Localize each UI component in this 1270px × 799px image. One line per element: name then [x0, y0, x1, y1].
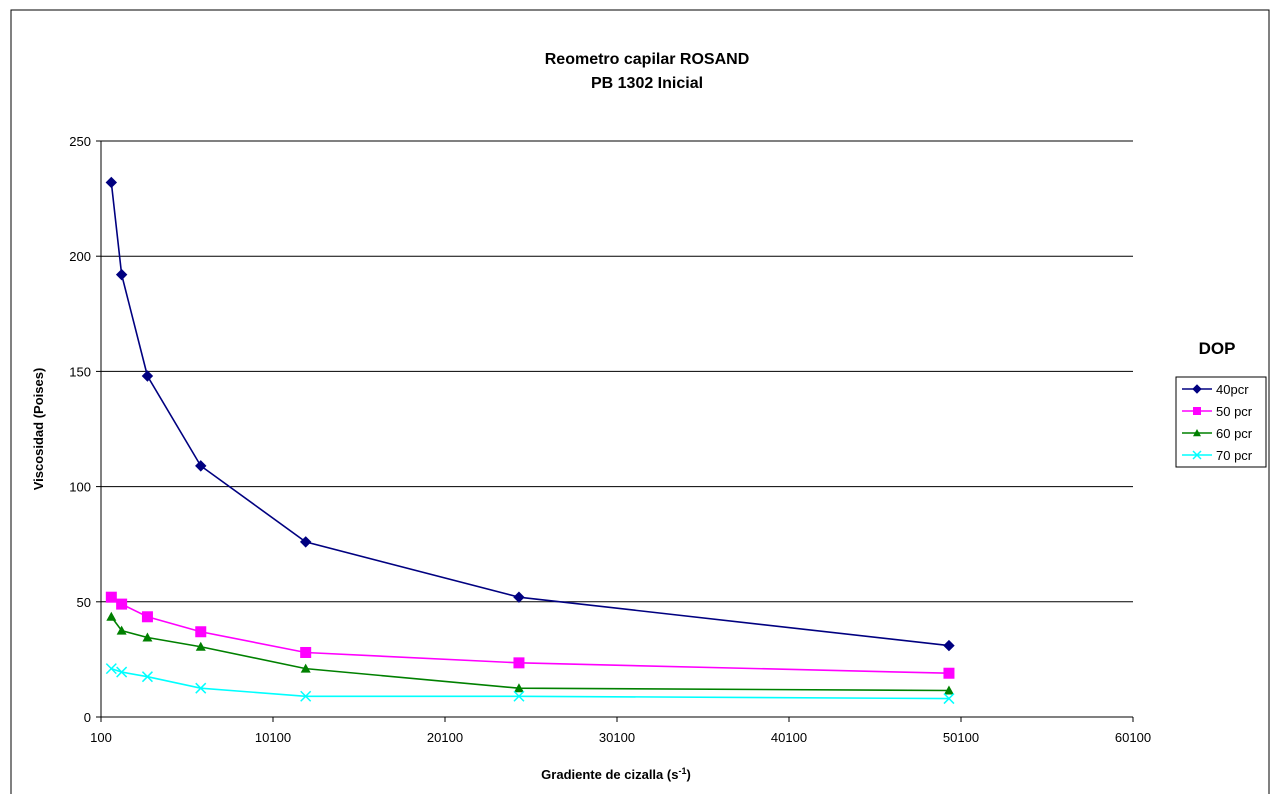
x-axis-label-end: ): [686, 767, 690, 782]
legend-label: 40pcr: [1216, 382, 1249, 397]
x-tick-label: 30100: [599, 730, 635, 745]
legend-title: DOP: [1199, 339, 1236, 358]
legend-label: 50 pcr: [1216, 404, 1253, 419]
legend-label: 70 pcr: [1216, 448, 1253, 463]
chart-subtitle: PB 1302 Inicial: [591, 75, 703, 92]
x-tick-label: 40100: [771, 730, 807, 745]
x-tick-label: 60100: [1115, 730, 1151, 745]
y-axis-label: Viscosidad (Poises): [31, 368, 46, 491]
x-tick-label: 50100: [943, 730, 979, 745]
y-tick-label: 150: [69, 364, 91, 379]
data-point-square: [106, 592, 117, 603]
x-axis-label-sup: -1: [678, 766, 686, 776]
x-axis-label: Gradiente de cizalla (s-1): [541, 766, 691, 782]
data-point-square: [142, 611, 153, 622]
y-tick-label: 100: [69, 480, 91, 495]
data-point-square: [116, 599, 127, 610]
y-tick-label: 0: [84, 710, 91, 725]
data-point-square: [195, 626, 206, 637]
chart-border: [11, 10, 1269, 794]
x-tick-label: 20100: [427, 730, 463, 745]
data-point-square: [513, 657, 524, 668]
y-tick-label: 200: [69, 249, 91, 264]
x-axis-label-main: Gradiente de cizalla (s: [541, 767, 678, 782]
chart-title: Reometro capilar ROSAND: [545, 51, 750, 68]
x-tick-label: 100: [90, 730, 112, 745]
data-point-square: [1193, 407, 1201, 415]
data-point-square: [300, 647, 311, 658]
data-point-square: [943, 668, 954, 679]
y-tick-label: 50: [77, 595, 91, 610]
legend-label: 60 pcr: [1216, 426, 1253, 441]
x-tick-label: 10100: [255, 730, 291, 745]
y-tick-label: 250: [69, 134, 91, 149]
